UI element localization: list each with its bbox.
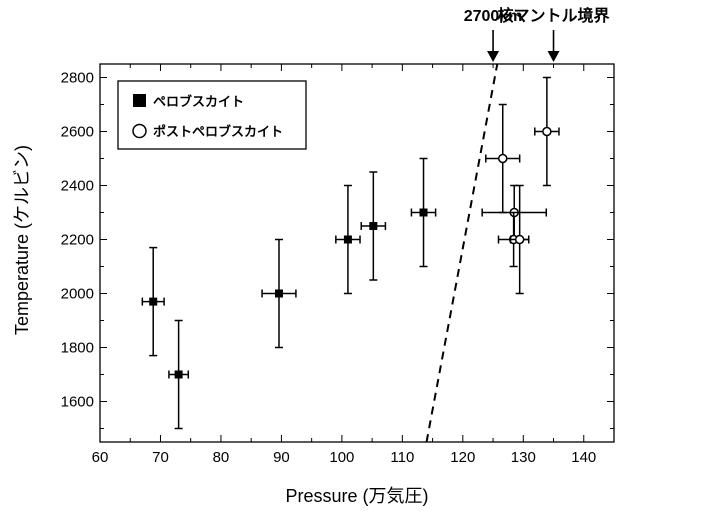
plot-area: 60 70 80 90 100 110 120 130 140 1600 1800 2000 2200 2…	[61, 63, 615, 466]
marker-open-circle	[497, 153, 508, 164]
x-tick-label: 80	[213, 449, 230, 466]
series-1	[141, 157, 437, 430]
data-point	[509, 184, 530, 295]
data-point	[534, 76, 560, 187]
x-tick-label: 70	[152, 449, 169, 466]
annotation-label: 核マントル境界	[498, 6, 610, 25]
boundary-line-group	[425, 64, 499, 442]
marker-filled-square	[274, 289, 283, 298]
marker-filled-square	[343, 235, 352, 244]
data-point	[168, 319, 190, 430]
data-point	[261, 238, 297, 349]
plot-frame	[99, 63, 615, 443]
x-axis-title: Pressure (万気圧)	[285, 486, 428, 506]
data-point	[485, 103, 521, 214]
legend-marker-filled-square	[133, 94, 146, 107]
y-tick-label: 2200	[61, 232, 94, 249]
marker-filled-square	[419, 208, 428, 217]
y-tick-label: 1800	[61, 340, 94, 357]
annotation-1: 2700km	[464, 8, 523, 62]
x-tick-label: 140	[571, 449, 596, 466]
marker-open-circle	[514, 234, 525, 245]
down-arrow-head	[487, 51, 500, 62]
data-point	[141, 246, 165, 357]
marker-filled-square	[369, 222, 378, 230]
y-tick-label: 2000	[61, 286, 94, 303]
down-arrow-head	[547, 51, 560, 62]
data-point	[410, 157, 437, 268]
marker-filled-square	[174, 370, 183, 379]
legend-marker-open-circle	[132, 123, 147, 139]
core-mantle-boundary-line	[425, 64, 499, 442]
x-tick-label: 90	[273, 449, 290, 466]
legend-label: ポストペロブスカイト	[153, 124, 283, 140]
series-2	[481, 76, 560, 295]
x-tick-label: 60	[92, 449, 109, 466]
marker-filled-square	[149, 297, 158, 306]
x-tick-label: 100	[329, 449, 354, 466]
x-tick-label: 120	[450, 449, 475, 466]
y-tick-label: 1600	[61, 394, 94, 411]
data-points-group	[141, 76, 560, 430]
data-point	[360, 171, 387, 281]
x-tick-label: 110	[390, 449, 414, 466]
legend-label: ペロブスカイト	[153, 94, 244, 110]
annotation-2: 核マントル境界	[498, 6, 610, 62]
y-tick-label: 2600	[61, 124, 94, 141]
y-tick-label: 2400	[61, 178, 94, 195]
x-tick-label: 130	[511, 449, 536, 466]
y-axis-title: Temperature (ケルビン)	[12, 145, 32, 335]
data-point	[335, 184, 361, 295]
legend-box	[117, 80, 307, 150]
annotation-label: 2700km	[464, 8, 523, 25]
y-tick-label: 2800	[61, 70, 94, 87]
marker-open-circle	[542, 126, 552, 137]
